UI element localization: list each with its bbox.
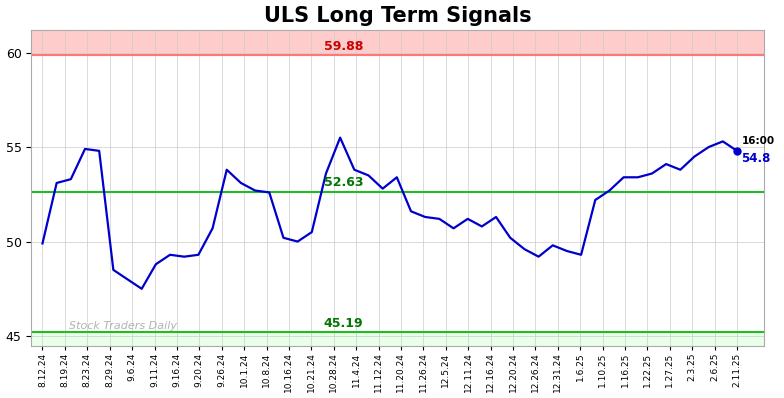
Text: 45.19: 45.19 [324, 317, 364, 330]
Bar [31, 30, 764, 55]
Text: Stock Traders Daily: Stock Traders Daily [69, 321, 177, 331]
Bar [31, 332, 764, 345]
Text: 16:00: 16:00 [742, 137, 775, 146]
Text: 52.63: 52.63 [324, 176, 363, 189]
Title: ULS Long Term Signals: ULS Long Term Signals [263, 6, 532, 25]
Text: 54.8: 54.8 [742, 152, 771, 165]
Text: 59.88: 59.88 [324, 39, 363, 53]
